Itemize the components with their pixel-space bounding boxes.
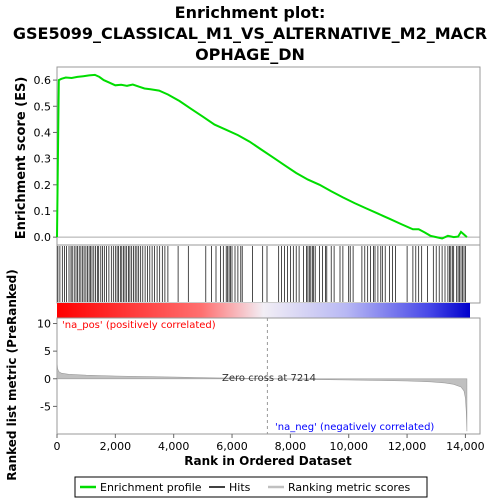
es-y-tick-label: 0.2	[34, 179, 52, 192]
legend-label-enrichment-profile: Enrichment profile	[100, 481, 202, 494]
metric-x-tick-label: 4,000	[158, 440, 190, 453]
es-y-tick-label: 0.1	[34, 205, 52, 218]
es-y-axis-label: Enrichment score (ES)	[14, 77, 29, 240]
es-y-tick-label: 0.3	[34, 153, 52, 166]
metric-x-axis-label: Rank in Ordered Dataset	[184, 454, 352, 468]
es-y-tick-label: 0.6	[34, 74, 52, 87]
hits-marks	[57, 246, 466, 302]
metric-x-tick-label: 2,000	[100, 440, 132, 453]
metric-y-axis-label: Ranked list metric (PreRanked)	[5, 269, 19, 481]
metric-y-tick-label: 10	[37, 318, 51, 331]
ranking-metric-area	[56, 362, 468, 432]
chart-title-line-1: Enrichment plot:	[175, 3, 326, 22]
legend-box	[74, 476, 428, 498]
chart-title-line-3: OPHAGE_DN	[195, 45, 305, 64]
na-pos-label: 'na_pos' (positively correlated)	[62, 320, 216, 331]
metric-y-tick-label: 0	[44, 373, 51, 386]
es-y-tick-label: 0.4	[34, 126, 52, 139]
rank-color-bar	[57, 303, 470, 318]
es-panel-frame	[56, 66, 481, 246]
metric-x-tick-label: 8,000	[275, 440, 307, 453]
es-y-tick-label: 0.5	[34, 100, 52, 113]
metric-x-tick-label: 6,000	[216, 440, 248, 453]
es-y-tick-label: 0.0	[34, 231, 52, 244]
metric-x-axis: 0 2,000 4,000 6,000 8,000 10,000 12,000 14,000	[54, 434, 485, 453]
metric-x-tick-label: 0	[54, 440, 61, 453]
metric-x-tick-label: 12,000	[388, 440, 427, 453]
zero-cross-label: Zero cross at 7214	[222, 373, 316, 384]
metric-x-tick-label: 10,000	[329, 440, 368, 453]
metric-y-axis: -5 0 5 10	[37, 318, 57, 413]
legend-label-ranking-metric: Ranking metric scores	[288, 481, 410, 494]
hits-panel-frame	[56, 244, 481, 304]
metric-x-tick-label: 14,000	[446, 440, 485, 453]
metric-y-tick-label: 5	[44, 345, 51, 358]
chart-title-line-2: GSE5099_CLASSICAL_M1_VS_ALTERNATIVE_M2_M…	[13, 24, 487, 43]
es-y-axis: 0.0 0.1 0.2 0.3 0.4 0.5 0.6	[34, 74, 57, 244]
enrichment-profile-line	[56, 73, 468, 240]
metric-y-tick-label: -5	[40, 400, 51, 413]
na-neg-label: 'na_neg' (negatively correlated)	[275, 422, 434, 433]
legend-label-hits: Hits	[229, 481, 251, 494]
